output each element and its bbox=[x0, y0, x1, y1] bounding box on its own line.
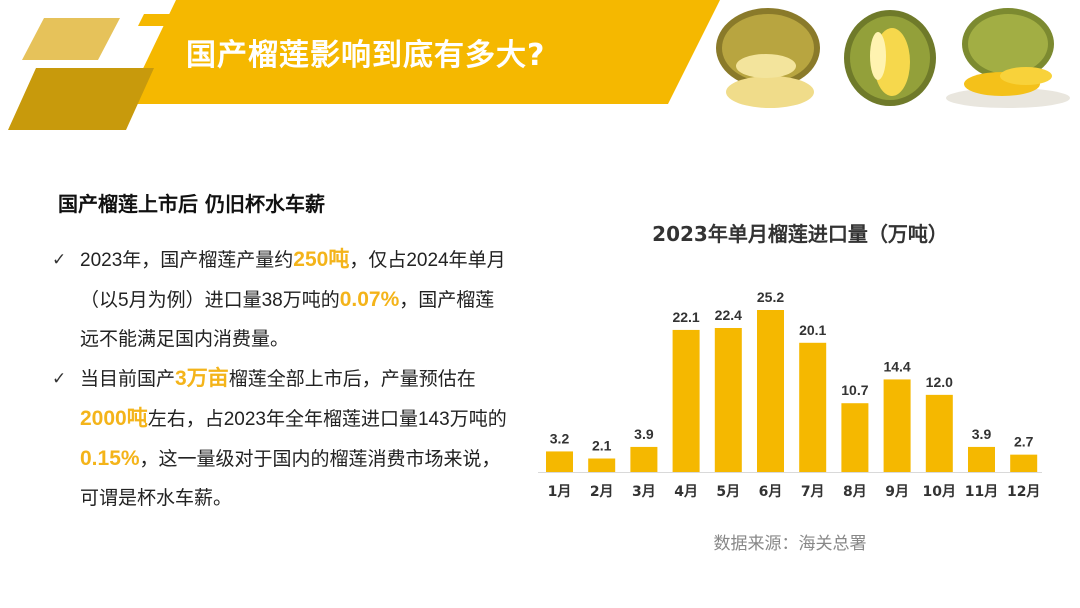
bullet-text: 2023年，国产榴莲产量约250吨，仅占2024年单月（以5月为例）进口量38万… bbox=[80, 248, 506, 350]
deco-parallelogram-small bbox=[138, 14, 172, 26]
x-tick-label: 10月 bbox=[923, 484, 956, 500]
deco-parallelogram-dark bbox=[8, 68, 154, 130]
bar-9月 bbox=[883, 379, 911, 472]
highlight-value: 3万亩 bbox=[175, 367, 229, 390]
x-tick-label: 8月 bbox=[843, 484, 867, 500]
x-tick-label: 6月 bbox=[759, 484, 783, 500]
data-label: 3.9 bbox=[972, 426, 992, 442]
data-label: 20.1 bbox=[799, 322, 826, 338]
x-tick-label: 2月 bbox=[590, 484, 614, 500]
data-label: 2.1 bbox=[592, 438, 612, 454]
bar-10月 bbox=[925, 394, 953, 472]
bullet-text: 当目前国产3万亩榴莲全部上市后，产量预估在2000吨左右，占2023年全年榴莲进… bbox=[80, 367, 507, 509]
data-label: 10.7 bbox=[841, 382, 868, 398]
data-label: 22.1 bbox=[672, 309, 699, 325]
highlight-value: 2000吨 bbox=[80, 407, 148, 430]
bar-3月 bbox=[630, 446, 658, 472]
bar-4月 bbox=[672, 329, 700, 472]
durian-open-icon bbox=[844, 10, 936, 106]
check-icon: ✓ bbox=[52, 250, 67, 269]
title-banner-shape bbox=[126, 0, 720, 104]
x-tick-label: 11月 bbox=[965, 484, 998, 500]
deco-parallelogram-light bbox=[22, 18, 120, 60]
header-banner bbox=[8, 0, 720, 130]
bullet-item: ✓ 2023年，国产榴莲产量约250吨，仅占2024年单月（以5月为例）进口量3… bbox=[52, 240, 512, 359]
bar-11月 bbox=[968, 446, 995, 472]
data-label: 3.2 bbox=[550, 430, 570, 446]
x-tick-label: 12月 bbox=[1007, 484, 1040, 500]
x-tick-label: 1月 bbox=[548, 484, 572, 500]
bullet-item: ✓ 当目前国产3万亩榴莲全部上市后，产量预估在2000吨左右，占2023年全年榴… bbox=[52, 359, 512, 518]
highlight-value: 0.15% bbox=[80, 447, 140, 470]
data-label: 22.4 bbox=[715, 307, 742, 323]
data-label: 25.2 bbox=[757, 289, 784, 305]
highlight-value: 0.07% bbox=[339, 288, 400, 311]
bar-12月 bbox=[1010, 454, 1038, 472]
bullet-list: ✓ 2023年，国产榴莲产量约250吨，仅占2024年单月（以5月为例）进口量3… bbox=[52, 240, 512, 518]
check-icon: ✓ bbox=[52, 369, 67, 388]
durian-half-icon bbox=[716, 8, 820, 108]
x-tick-label: 7月 bbox=[801, 484, 825, 500]
bar-6月 bbox=[757, 310, 784, 472]
x-tick-label: 5月 bbox=[716, 484, 740, 500]
bar-7月 bbox=[799, 342, 827, 472]
data-label: 3.9 bbox=[634, 426, 654, 442]
data-label: 14.4 bbox=[883, 358, 910, 374]
x-tick-label: 9月 bbox=[885, 484, 909, 500]
chart-title: 2023年单月榴莲进口量（万吨） bbox=[652, 222, 948, 246]
bar-2月 bbox=[588, 458, 616, 472]
bar-8月 bbox=[841, 403, 869, 472]
section-subheading: 国产榴莲上市后 仍旧杯水车薪 bbox=[58, 192, 325, 216]
highlight-value: 250吨 bbox=[293, 248, 350, 271]
bar-5月 bbox=[714, 328, 742, 472]
data-label: 12.0 bbox=[926, 374, 953, 390]
x-tick-label: 4月 bbox=[674, 484, 698, 500]
durian-plate-icon bbox=[946, 8, 1070, 108]
bar-1月 bbox=[546, 451, 573, 472]
durian-images bbox=[716, 8, 1070, 108]
data-label: 2.7 bbox=[1014, 434, 1034, 450]
page-title: 国产榴莲影响到底有多大? bbox=[186, 38, 546, 73]
data-source: 数据来源：海关总署 bbox=[713, 534, 867, 553]
bar-chart: 3.2 1月 2.1 2月 3.9 3月 22.1 4月 22.4 5月 25.2 6月 20.1 7月 1… bbox=[538, 289, 1042, 500]
x-tick-label: 3月 bbox=[632, 484, 656, 500]
